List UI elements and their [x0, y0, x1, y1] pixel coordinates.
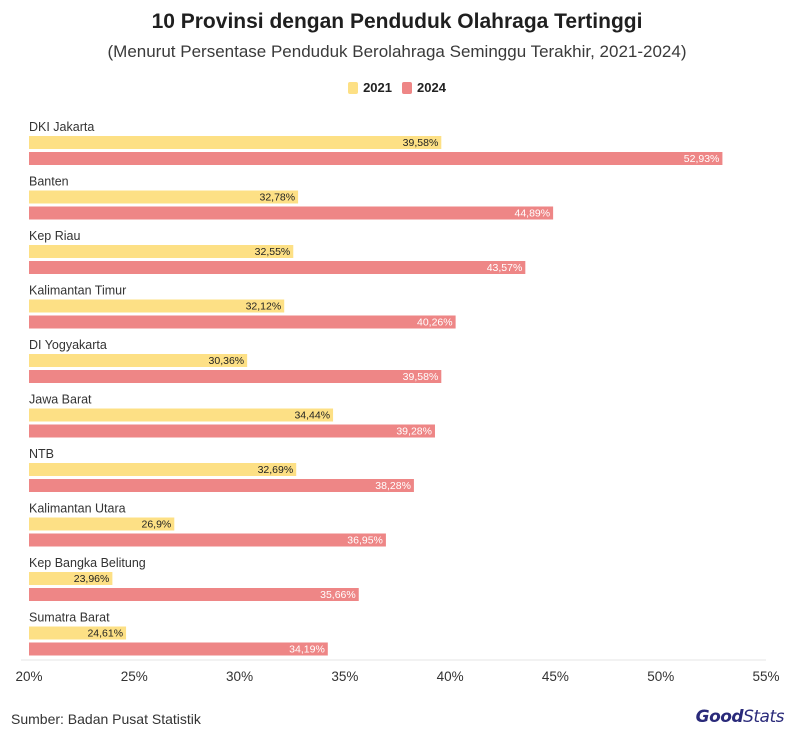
- data-label-2021: 30,36%: [209, 355, 245, 367]
- data-label-2024: 36,95%: [347, 535, 383, 547]
- bar-2024: [29, 424, 435, 438]
- category-label: Kalimantan Timur: [29, 284, 126, 298]
- bar-2021: [29, 572, 113, 585]
- data-label-2024: 34,19%: [289, 644, 325, 656]
- category-label: Sumatra Barat: [29, 611, 110, 625]
- bar-2024: [29, 533, 386, 547]
- x-tick-label: 25%: [121, 669, 148, 684]
- bar-2024: [29, 370, 442, 383]
- data-label-2021: 34,44%: [294, 410, 330, 422]
- data-label-2024: 43,57%: [487, 262, 523, 274]
- data-label-2021: 26,9%: [142, 519, 172, 531]
- data-label-2021: 39,58%: [403, 137, 439, 149]
- data-label-2024: 39,58%: [403, 371, 439, 383]
- data-label-2021: 32,55%: [255, 246, 291, 258]
- data-label-2024: 39,28%: [396, 426, 432, 438]
- category-label: NTB: [29, 447, 54, 461]
- data-label-2021: 24,61%: [87, 628, 123, 640]
- legend: 2021 2024: [0, 80, 794, 95]
- category-label: Kep Riau: [29, 229, 80, 243]
- bar-2021: [29, 299, 285, 313]
- bar-2021: [29, 354, 248, 367]
- data-label-2021: 32,69%: [258, 464, 294, 476]
- bar-2024: [29, 152, 723, 165]
- data-label-2024: 40,26%: [417, 317, 453, 329]
- category-label: Jawa Barat: [29, 393, 92, 407]
- data-label-2021: 32,12%: [246, 301, 282, 313]
- legend-label-2024: 2024: [417, 80, 446, 95]
- legend-item-2021: 2021: [348, 80, 392, 95]
- legend-item-2024: 2024: [402, 80, 446, 95]
- source-note: Sumber: Badan Pusat Statistik: [11, 711, 201, 727]
- category-label: Kep Bangka Belitung: [29, 556, 146, 570]
- bar-2021: [29, 136, 442, 149]
- bar-2024: [29, 315, 456, 329]
- bar-2021: [29, 463, 297, 476]
- bar-2024: [29, 261, 526, 274]
- x-tick-label: 50%: [647, 669, 674, 684]
- x-tick-label: 40%: [437, 669, 464, 684]
- x-tick-label: 30%: [226, 669, 253, 684]
- bar-2024: [29, 588, 359, 601]
- category-label: DI Yogyakarta: [29, 338, 107, 352]
- bar-2021: [29, 408, 334, 422]
- x-tick-label: 55%: [752, 669, 779, 684]
- category-label: Banten: [29, 175, 69, 189]
- data-label-2024: 44,89%: [514, 208, 550, 220]
- category-label: Kalimantan Utara: [29, 502, 126, 516]
- bar-2021: [29, 517, 175, 531]
- chart-subtitle: (Menurut Persentase Penduduk Berolahraga…: [107, 42, 687, 61]
- bar-2021: [29, 190, 299, 204]
- data-label-2024: 52,93%: [684, 153, 720, 165]
- bar-2021: [29, 245, 294, 258]
- bar-2024: [29, 479, 414, 492]
- bar-2024: [29, 642, 328, 656]
- data-label-2024: 35,66%: [320, 589, 356, 601]
- data-label-2021: 32,78%: [259, 192, 295, 204]
- legend-swatch-2021: [348, 81, 359, 94]
- goodstats-logo: GoodStats: [695, 707, 785, 727]
- x-tick-label: 45%: [542, 669, 569, 684]
- x-tick-label: 35%: [331, 669, 358, 684]
- category-label: DKI Jakarta: [29, 120, 94, 134]
- data-label-2024: 38,28%: [375, 480, 411, 492]
- legend-swatch-2024: [402, 81, 412, 94]
- bar-2024: [29, 206, 554, 220]
- legend-label-2021: 2021: [363, 80, 392, 95]
- x-tick-label: 20%: [15, 669, 42, 684]
- chart-title: 10 Provinsi dengan Penduduk Olahraga Ter…: [151, 10, 643, 33]
- bar-2021: [29, 626, 127, 640]
- data-label-2021: 23,96%: [74, 573, 110, 585]
